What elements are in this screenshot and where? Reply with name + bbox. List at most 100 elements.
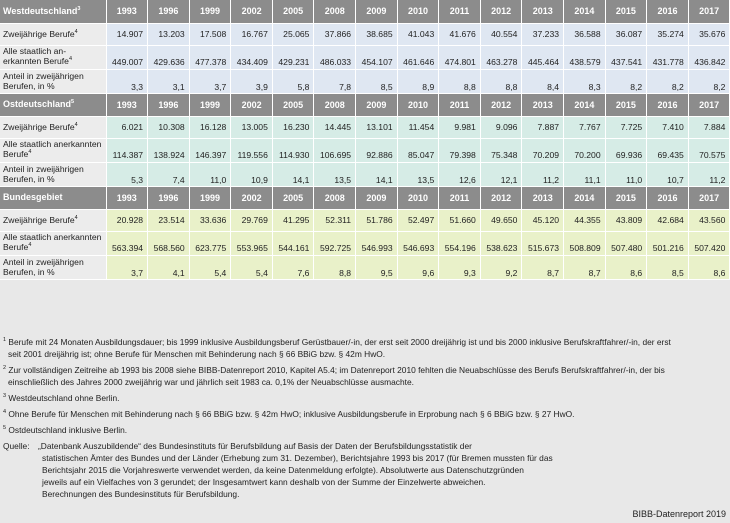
- table-cell: 9,3: [438, 255, 481, 280]
- table-cell: 10.308: [147, 116, 190, 139]
- table-cell: 7,6: [272, 255, 315, 280]
- table-cell: 9.981: [438, 116, 481, 139]
- table-cell: 14.907: [106, 23, 149, 46]
- year-header: 2002: [230, 93, 273, 117]
- table-cell: 568.560: [147, 231, 190, 256]
- year-header: 2013: [521, 0, 565, 24]
- row-label: Anteil in zweijährigen Berufen, in %: [0, 255, 107, 280]
- table-cell: 29.769: [230, 209, 273, 232]
- row-label: Zweijährige Berufe4: [0, 23, 107, 46]
- footnote-line: seit 2001 dreijährig ist; ohne Berufe fü…: [3, 348, 671, 360]
- table-cell: 546.993: [355, 231, 398, 256]
- row-label: Alle staatlich an-erkannten Berufe4: [0, 45, 107, 70]
- year-header: 1993: [106, 186, 149, 210]
- table-cell: 11,0: [189, 162, 232, 187]
- table-cell: 119.556: [230, 138, 273, 163]
- section-title-text: Westdeutschland: [3, 6, 78, 16]
- table-cell: 11,0: [605, 162, 648, 187]
- table-cell: 11,2: [521, 162, 565, 187]
- row-label: Anteil in zweijährigen Berufen, in %: [0, 162, 107, 187]
- table-cell: 554.196: [438, 231, 481, 256]
- year-header: 2011: [438, 186, 481, 210]
- footnote-line: 5 Ostdeutschland inklusive Berlin.: [3, 424, 127, 436]
- footnote-text: Ostdeutschland inklusive Berlin.: [8, 425, 128, 435]
- table-cell: 7,8: [313, 69, 357, 94]
- table-cell: 434.409: [230, 45, 273, 70]
- year-header: 2017: [688, 0, 730, 24]
- year-header: 2008: [313, 0, 357, 24]
- footnote-ref: 4: [28, 242, 32, 249]
- footnote-text: seit 2001 dreijährig ist; ohne Berufe fü…: [8, 349, 386, 359]
- year-header: 2014: [563, 0, 606, 24]
- table-cell: 508.809: [563, 231, 606, 256]
- credit-label: BIBB-Datenreport 2019: [632, 509, 726, 519]
- table-cell: 35.274: [646, 23, 689, 46]
- footnote-ref: 3: [77, 6, 81, 12]
- table-cell: 9.096: [480, 116, 523, 139]
- table-cell: 8,4: [521, 69, 565, 94]
- table-cell: 146.397: [189, 138, 232, 163]
- footnote-line: 2 Zur vollständigen Zeitreihe ab 1993 bi…: [3, 364, 665, 376]
- year-header: 2017: [688, 186, 730, 210]
- table-cell: 5,3: [106, 162, 149, 187]
- table-cell: 563.394: [106, 231, 149, 256]
- table-cell: 592.725: [313, 231, 357, 256]
- footnote: 2 Zur vollständigen Zeitreihe ab 1993 bi…: [3, 364, 665, 388]
- footnote-ref: 4: [74, 214, 78, 221]
- table-cell: 8,9: [397, 69, 440, 94]
- table-cell: 7.725: [605, 116, 648, 139]
- table-row: Anteil in zweijährigen Berufen, in % 3,3 3…: [0, 69, 730, 94]
- table-cell: 8,6: [688, 255, 730, 280]
- table-cell: 69.435: [646, 138, 689, 163]
- year-header: 2002: [230, 0, 273, 24]
- row-label-text: Alle staatlich an-erkannten Berufe: [3, 45, 69, 67]
- year-header: 2012: [480, 186, 523, 210]
- table-cell: 52.311: [313, 209, 357, 232]
- table-cell: 23.514: [147, 209, 190, 232]
- table-cell: 507.420: [688, 231, 730, 256]
- table-cell: 43.809: [605, 209, 648, 232]
- table-cell: 35.676: [688, 23, 730, 46]
- table-cell: 37.233: [521, 23, 565, 46]
- section-bundesgebiet: Bundesgebiet 1993 1996 1999 2002 2005 2008 2009…: [0, 186, 730, 280]
- footnote-number: 2: [3, 365, 7, 372]
- table-cell: 138.924: [147, 138, 190, 163]
- table-cell: 429.636: [147, 45, 190, 70]
- footnote-text: Westdeutschland ohne Berlin.: [8, 393, 120, 403]
- footnote-line: einschließlich des Jahres 2000 zweijähri…: [3, 376, 665, 388]
- footnote-number: 3: [3, 393, 7, 400]
- section-header-row: Bundesgebiet 1993 1996 1999 2002 2005 2008 2009…: [0, 186, 730, 210]
- footnote-text: einschließlich des Jahres 2000 zweijähri…: [8, 377, 414, 387]
- footnote-text: Zur vollständigen Zeitreihe ab 1993 bis …: [8, 365, 665, 375]
- table-cell: 75.348: [480, 138, 523, 163]
- table-cell: 12,1: [480, 162, 523, 187]
- footnote-number: 5: [3, 425, 7, 432]
- table-cell: 13.005: [230, 116, 273, 139]
- source-line: „Datenbank Auszubildende“ des Bundesinst…: [38, 441, 472, 451]
- data-table: Westdeutschland3 1993 1996 1999 2002 2005 2008…: [0, 0, 730, 280]
- table-cell: 70.209: [521, 138, 565, 163]
- year-header: 2010: [397, 93, 440, 117]
- table-cell: 37.866: [313, 23, 357, 46]
- table-cell: 544.161: [272, 231, 315, 256]
- table-cell: 463.278: [480, 45, 523, 70]
- year-header: 2002: [230, 186, 273, 210]
- table-cell: 477.378: [189, 45, 232, 70]
- table-cell: 501.216: [646, 231, 689, 256]
- table-cell: 70.575: [688, 138, 730, 163]
- table-cell: 3,7: [106, 255, 149, 280]
- table-cell: 8,8: [313, 255, 357, 280]
- section-header-row: Ostdeutschland5 1993 1996 1999 2002 2005 2008 2…: [0, 93, 730, 117]
- table-cell: 445.464: [521, 45, 565, 70]
- row-label-text: Alle staatlich anerkannten Berufe: [3, 231, 102, 253]
- section-title: Ostdeutschland5: [0, 93, 107, 117]
- table-row: Alle staatlich an-erkannten Berufe4 449.0…: [0, 45, 730, 70]
- section-header-row: Westdeutschland3 1993 1996 1999 2002 2005 2008…: [0, 0, 730, 24]
- table-cell: 436.842: [688, 45, 730, 70]
- table-cell: 114.930: [272, 138, 315, 163]
- table-row: Zweijährige Berufe4 20.928 23.514 33.636 29.…: [0, 209, 730, 232]
- row-label-text: Zweijährige Berufe: [3, 28, 75, 39]
- table-cell: 3,1: [147, 69, 190, 94]
- table-cell: 44.355: [563, 209, 606, 232]
- table-row: Anteil in zweijährigen Berufen, in % 5,3 7…: [0, 162, 730, 187]
